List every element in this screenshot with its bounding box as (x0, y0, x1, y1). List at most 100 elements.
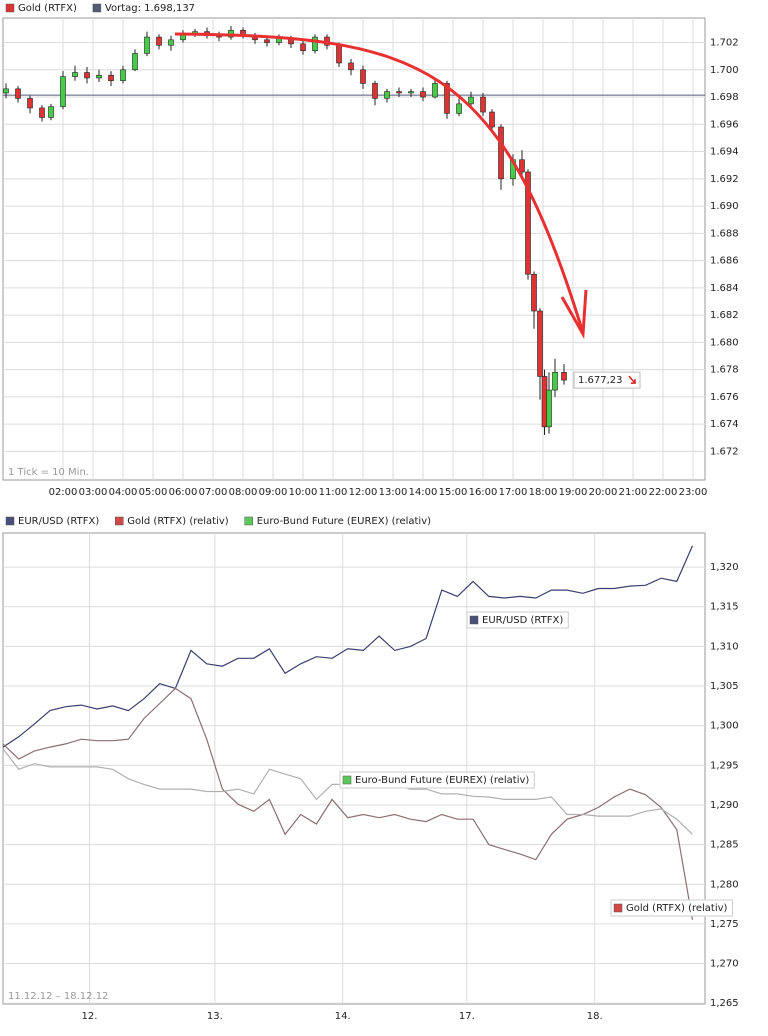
y-tick-label: 1.690 (710, 201, 739, 212)
candle-body (489, 111, 495, 128)
y-tick-label: 1,265 (710, 998, 739, 1009)
candle-body (444, 83, 450, 114)
x-tick-label: 17. (459, 1011, 475, 1022)
x-tick-label: 02:00 (49, 487, 78, 498)
series-line (2, 687, 694, 921)
x-tick-label: 07:00 (199, 487, 228, 498)
candle-body (531, 273, 537, 312)
legend-swatch (92, 3, 102, 13)
x-tick-label: 18. (587, 1011, 603, 1022)
legend-label: Vortag: 1.698,137 (105, 3, 195, 14)
x-tick-label: 22:00 (649, 487, 678, 498)
x-tick-label: 05:00 (139, 487, 168, 498)
x-tick-label: 03:00 (79, 487, 108, 498)
candle-body (156, 36, 162, 46)
x-tick-label: 19:00 (559, 487, 588, 498)
series-label-box (610, 899, 733, 917)
y-tick-label: 1.692 (710, 174, 739, 185)
candle-body (108, 74, 114, 81)
y-tick-label: 1,275 (710, 919, 739, 930)
candle-body (468, 96, 474, 105)
series-label: Gold (RTFX) (relativ) (626, 903, 728, 914)
y-tick-label: 1,285 (710, 840, 739, 851)
candle-body (384, 91, 390, 99)
note: 1 Tick = 10 Min. (8, 467, 89, 478)
x-tick-label: 08:00 (229, 487, 258, 498)
candle-body (519, 159, 525, 173)
trend-arrow (174, 32, 588, 340)
x-tick-label: 06:00 (169, 487, 198, 498)
y-tick-label: 1.700 (710, 65, 739, 76)
candle-body (432, 83, 438, 98)
candle-body (120, 69, 126, 81)
y-tick-label: 1.684 (710, 283, 739, 294)
candle-body (537, 310, 543, 377)
y-tick-label: 1.672 (710, 446, 739, 457)
plots: 1.672 1.674 1.676 1.678 1.680 1.682 1.684 1.686… (2, 3, 739, 1022)
candle-body (15, 88, 21, 99)
x-tick-label: 14:00 (409, 487, 438, 498)
y-tick-label: 1,305 (710, 681, 739, 692)
candle-body (3, 88, 9, 94)
x-tick-label: 18:00 (529, 487, 558, 498)
candle-body (300, 43, 306, 52)
y-tick-label: 1.696 (710, 119, 739, 130)
y-tick-label: 1,280 (710, 879, 739, 890)
candle-body (348, 62, 354, 71)
series-label: Euro-Bund Future (EUREX) (relativ) (355, 775, 529, 786)
x-tick-label: 21:00 (619, 487, 648, 498)
candle-body (408, 91, 414, 94)
x-tick-label: 23:00 (679, 487, 708, 498)
candle-body (456, 103, 462, 114)
x-tick-label: 16:00 (469, 487, 498, 498)
note: 11.12.12 – 18.12.12 (8, 991, 108, 1002)
candle-body (552, 372, 558, 391)
y-tick-label: 1.698 (710, 92, 739, 103)
y-tick-label: 1,320 (710, 562, 739, 573)
legend-label: Euro-Bund Future (EUREX) (relativ) (257, 516, 431, 527)
x-tick-label: 13:00 (379, 487, 408, 498)
y-tick-label: 1.676 (710, 392, 739, 403)
series-label-box (466, 611, 569, 629)
x-tick-label: 14. (335, 1011, 351, 1022)
y-tick-label: 1.674 (710, 419, 739, 430)
y-tick-label: 1,310 (710, 641, 739, 652)
arrow-curve (174, 32, 585, 334)
plot-area (2, 17, 706, 481)
legend-swatch (5, 3, 15, 13)
y-tick-label: 1.694 (710, 147, 739, 158)
candle-body (480, 96, 486, 113)
legend-swatch (244, 516, 253, 526)
candle-body (27, 98, 33, 109)
x-tick-label: 17:00 (499, 487, 528, 498)
candle-body (546, 389, 552, 428)
candle-body (396, 91, 402, 94)
x-tick-label: 15:00 (439, 487, 468, 498)
y-tick-label: 1.686 (710, 256, 739, 267)
last-value-box (573, 371, 641, 389)
candle-body (525, 171, 531, 275)
y-tick-label: 1,270 (710, 959, 739, 970)
candle-body (168, 39, 174, 46)
series-label-swatch (342, 775, 352, 785)
x-tick-label: 11:00 (319, 487, 348, 498)
y-tick-label: 1,300 (710, 721, 739, 732)
x-tick-label: 09:00 (259, 487, 288, 498)
x-tick-label: 13. (207, 1011, 223, 1022)
candle-body (60, 76, 66, 107)
candle-body (360, 69, 366, 84)
arrow-head (560, 289, 588, 340)
x-tick-label: 12:00 (349, 487, 378, 498)
down-arrow-icon (628, 375, 636, 384)
y-tick-label: 1.688 (710, 228, 739, 239)
candle-body (498, 126, 504, 180)
y-tick-label: 1,315 (710, 602, 739, 613)
candle-body (84, 72, 90, 79)
x-tick-label: 10:00 (289, 487, 318, 498)
legend-label: Gold (RTFX) (18, 3, 77, 14)
legend-swatch (5, 516, 15, 526)
legend-swatch (115, 516, 124, 526)
legend-label: Gold (RTFX) (relativ) (127, 516, 229, 527)
